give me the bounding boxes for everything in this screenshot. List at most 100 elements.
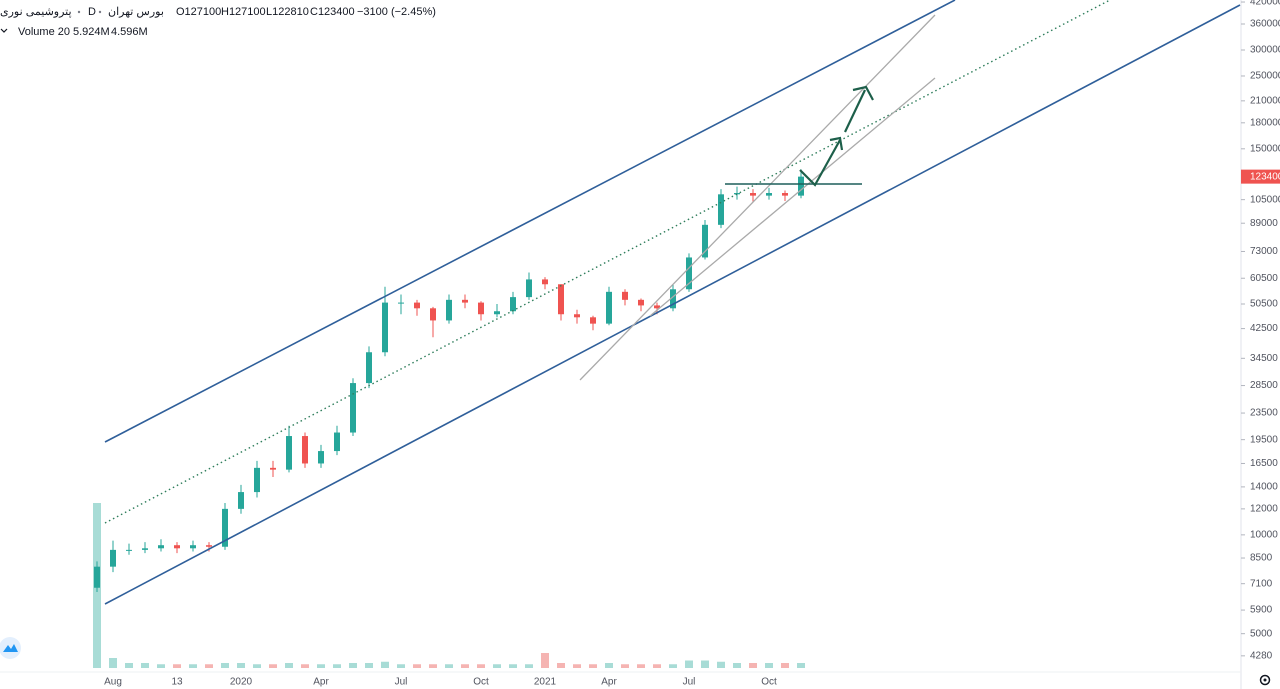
y-tick-label: 210000 [1250, 95, 1280, 106]
volume-bar [413, 664, 421, 668]
x-tick-label: Aug [104, 677, 122, 688]
trend-line [649, 77, 936, 317]
candle-body [590, 317, 596, 324]
x-tick-label: 2021 [534, 677, 557, 688]
candle-body [622, 291, 628, 300]
y-tick-label: 14000 [1250, 482, 1278, 493]
volume-value: 5.924M [73, 26, 110, 38]
candle-body [238, 492, 244, 509]
candle-body [510, 297, 516, 312]
volume-bar [749, 663, 757, 668]
last-price-tag [1241, 169, 1280, 184]
ohlc-open: O127100 [176, 6, 221, 18]
volume-name: Volume 20 [18, 26, 70, 38]
candle-body [142, 548, 148, 550]
drawings [104, 0, 1241, 605]
volume-bar [381, 661, 389, 668]
volume-bar [573, 664, 581, 668]
y-tick-label: 250000 [1250, 71, 1280, 82]
channel-lower [104, 4, 1241, 605]
settings-button[interactable] [1259, 674, 1271, 686]
volume-bar [621, 664, 629, 668]
volume-bar [717, 661, 725, 668]
candle-body [206, 545, 212, 547]
volume-bar [269, 664, 277, 668]
candle-body [446, 299, 452, 321]
volume-bar [589, 664, 597, 668]
volume-bar [141, 663, 149, 668]
candle-body [270, 467, 276, 470]
candle-body [574, 314, 580, 318]
volume-bar [397, 664, 405, 668]
volume-bar [205, 664, 213, 668]
volume-bar [349, 663, 357, 668]
y-tick-label: 180000 [1250, 117, 1280, 128]
volume-bar [317, 664, 325, 668]
candle-body [542, 279, 548, 285]
candle-body [318, 451, 324, 464]
arrow-head [852, 85, 874, 101]
volume-bar [701, 660, 709, 668]
candle-body [462, 299, 468, 303]
volume-bar [365, 663, 373, 668]
y-tick-label: 28500 [1250, 380, 1278, 391]
y-tick-label: 50500 [1250, 299, 1278, 310]
logo-circle[interactable] [0, 637, 21, 659]
logo[interactable] [0, 637, 21, 659]
volume-bar [285, 663, 293, 668]
candle-body [798, 176, 804, 196]
last-price-label: 123400 [1250, 171, 1280, 182]
volume-bar [477, 664, 485, 668]
exchange: بورس تهران [108, 6, 164, 18]
y-tick-label: 8500 [1250, 553, 1273, 564]
ohlc-high: H127100 [221, 6, 266, 18]
symbol: پتروشیمی نوری [0, 6, 72, 18]
candle-body [494, 311, 500, 315]
candle-body [334, 432, 340, 452]
y-tick-label: 150000 [1250, 143, 1280, 154]
candle-body [94, 566, 100, 588]
y-tick-label: 23500 [1250, 408, 1278, 419]
candle-body [366, 352, 372, 384]
candle-body [158, 545, 164, 549]
logo-mark[interactable] [3, 644, 18, 652]
candle-body [190, 545, 196, 549]
volume-bar [797, 663, 805, 668]
volume-bar [525, 664, 533, 668]
candle-body [302, 436, 308, 464]
candle-body [174, 545, 180, 549]
candle-body [670, 289, 676, 309]
volume-bar [189, 664, 197, 668]
candle-body [702, 224, 708, 258]
x-tick-label: Oct [761, 677, 777, 688]
arrow [799, 139, 841, 187]
volume-bar [429, 664, 437, 668]
y-tick-label: 34500 [1250, 353, 1278, 364]
collapse-button[interactable] [0, 28, 8, 33]
x-tick-label: Jul [683, 677, 696, 688]
candle-body [558, 284, 564, 315]
gear-center[interactable] [1263, 678, 1267, 682]
candle-body [350, 383, 356, 433]
y-tick-label: 420000 [1250, 0, 1280, 8]
candle-body [718, 194, 724, 225]
volume-bar [605, 663, 613, 668]
candle-body [430, 308, 436, 321]
volume-value: 4.596M [111, 26, 148, 38]
volume-bar [125, 663, 133, 668]
axes: 420000 360000 300000 250000 210000 180000 1500… [104, 0, 1280, 688]
separator [98, 10, 102, 14]
x-tick-label: 13 [171, 677, 183, 688]
volume-bar [541, 653, 549, 668]
y-tick-label: 19500 [1250, 434, 1278, 445]
volume-bar [781, 663, 789, 668]
y-tick-label: 10000 [1250, 529, 1278, 540]
y-tick-label: 7100 [1250, 578, 1273, 589]
candle-body [750, 193, 756, 196]
volume-bar [493, 664, 501, 668]
separator [77, 10, 81, 14]
candle-body [526, 279, 532, 298]
gear[interactable] [1259, 674, 1271, 686]
